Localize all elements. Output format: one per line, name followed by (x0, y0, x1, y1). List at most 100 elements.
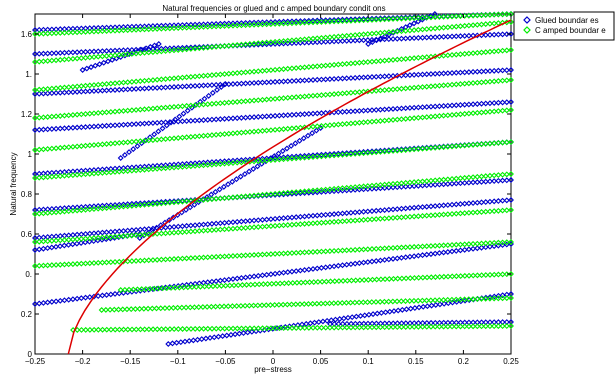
clamped-point (445, 273, 452, 280)
clamped-point (364, 183, 371, 190)
clamped-point (137, 78, 144, 85)
clamped-point (86, 142, 93, 149)
clamped-point (221, 325, 228, 332)
clamped-point (48, 30, 55, 37)
glued-point (145, 229, 152, 236)
clamped-point (302, 279, 309, 286)
clamped-point (95, 259, 102, 266)
clamped-point (390, 244, 397, 251)
clamped-point (318, 62, 325, 69)
clamped-point (251, 40, 258, 47)
clamped-point (134, 286, 141, 293)
glued-point (398, 146, 405, 153)
clamped-point (457, 142, 464, 149)
clamped-point (141, 257, 148, 264)
clamped-point (69, 29, 76, 36)
clamped-point (352, 60, 359, 67)
glued-point (213, 220, 220, 227)
clamped-point (347, 184, 354, 191)
glued-point (499, 177, 506, 184)
clamped-point (221, 160, 228, 167)
clamped-point (482, 208, 489, 215)
clamped-point (377, 87, 384, 94)
clamped-point (423, 297, 430, 304)
glued-point (107, 165, 114, 172)
clamped-point (162, 230, 169, 237)
clamped-point (389, 298, 396, 305)
glued-point (432, 181, 439, 188)
clamped-point (141, 26, 148, 33)
glued-point (208, 220, 215, 227)
clamped-point (103, 234, 110, 241)
clamped-point (188, 325, 194, 332)
glued-point (343, 150, 350, 157)
clamped-point (128, 306, 135, 313)
clamped-point (147, 285, 154, 292)
clamped-point (128, 138, 135, 145)
clamped-point (398, 324, 405, 330)
clamped-point (499, 171, 506, 178)
glued-point (128, 164, 135, 171)
y-tick-label: 0.8 (21, 190, 33, 199)
clamped-point (352, 217, 359, 224)
clamped-point (192, 162, 199, 169)
glued-point (154, 199, 161, 206)
clamped-point (503, 271, 510, 278)
clamped-point (453, 143, 460, 150)
clamped-point (32, 115, 38, 121)
glued-point (107, 87, 114, 94)
clamped-point (171, 25, 177, 32)
clamped-point (44, 57, 51, 64)
clamped-point (423, 83, 430, 90)
glued-point (491, 31, 498, 38)
x-tick-label: 0.25 (503, 357, 519, 366)
glued-point (200, 21, 207, 28)
clamped-point (474, 79, 481, 86)
clamped-point (95, 234, 102, 241)
clamped-point (381, 57, 388, 64)
glued-point (470, 179, 477, 186)
clamped-point (482, 272, 489, 279)
clamped-point (140, 305, 147, 312)
glued-point (145, 85, 152, 92)
clamped-point (335, 152, 342, 159)
glued-point (179, 161, 186, 168)
glued-point (65, 49, 72, 56)
glued-point (217, 81, 224, 88)
clamped-point (402, 146, 409, 153)
glued-point (503, 31, 510, 38)
glued-point (78, 49, 85, 56)
glued-point (419, 182, 426, 189)
clamped-point (120, 203, 127, 210)
clamped-point (398, 214, 405, 221)
clamped-point (36, 238, 43, 245)
clamped-point (217, 325, 224, 332)
clamped-point (217, 131, 224, 138)
clamped-point (124, 139, 131, 146)
clamped-point (103, 205, 110, 211)
clamped-point (145, 49, 152, 56)
clamped-point (158, 326, 165, 333)
clamped-point (495, 295, 502, 302)
clamped-point (470, 296, 476, 303)
glued-point (130, 146, 137, 153)
clamped-point (423, 114, 430, 121)
glued-point (352, 149, 359, 156)
clamped-point (465, 241, 472, 248)
glued-point (258, 160, 265, 167)
x-tick-label: −0.2 (75, 357, 91, 366)
x-tick-label: −0.1 (170, 357, 186, 366)
clamped-point (234, 130, 241, 136)
glued-point (335, 187, 342, 194)
glued-point (305, 132, 311, 139)
clamped-point (175, 46, 182, 53)
clamped-point (246, 224, 253, 231)
glued-point (305, 39, 312, 46)
clamped-point (419, 323, 426, 330)
clamped-point (158, 165, 165, 172)
glued-point (86, 88, 93, 95)
glued-point (109, 56, 116, 63)
clamped-point (192, 45, 199, 52)
glued-point (79, 67, 86, 73)
clamped-point (86, 326, 93, 333)
